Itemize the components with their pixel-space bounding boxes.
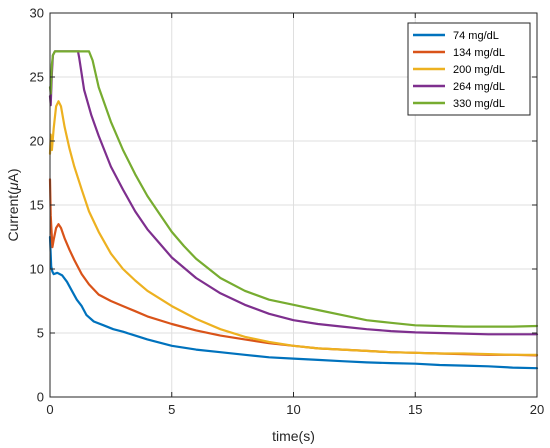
series-line-3 (48, 100, 539, 356)
y-tick-label: 10 (30, 262, 44, 277)
y-tick-label: 5 (37, 326, 44, 341)
x-tick-label: 15 (408, 402, 422, 417)
y-axis-label-suffix: A) (5, 168, 21, 182)
y-tick-label: 20 (30, 134, 44, 149)
y-axis-label-mu: μ (5, 182, 21, 191)
y-axis-label-prefix: Current( (5, 190, 21, 242)
series-layer (48, 50, 539, 370)
x-axis-label: time(s) (272, 428, 315, 444)
legend-label-4: 264 mg/dL (453, 81, 505, 93)
y-tick-label: 30 (30, 6, 44, 21)
y-tick-label: 15 (30, 198, 44, 213)
series-line-1 (48, 235, 539, 370)
legend-label-5: 330 mg/dL (453, 98, 505, 110)
legend: 74 mg/dL 134 mg/dL 200 mg/dL 264 mg/dL 330 m… (407, 22, 531, 116)
y-axis-ticks: 0 5 10 15 20 25 30 (30, 6, 537, 405)
legend-label-1: 74 mg/dL (453, 30, 499, 42)
x-tick-label: 20 (530, 402, 544, 417)
x-tick-label: 5 (168, 402, 175, 417)
x-tick-label: 0 (46, 402, 53, 417)
y-tick-label: 0 (37, 390, 44, 405)
legend-label-3: 200 mg/dL (453, 64, 505, 76)
legend-label-2: 134 mg/dL (453, 47, 505, 59)
x-tick-label: 10 (286, 402, 300, 417)
x-axis-ticks: 0 5 10 15 20 (46, 13, 544, 417)
series-line-5 (48, 50, 539, 328)
y-tick-label: 25 (30, 70, 44, 85)
y-axis-label: Current(μA) (5, 168, 21, 241)
